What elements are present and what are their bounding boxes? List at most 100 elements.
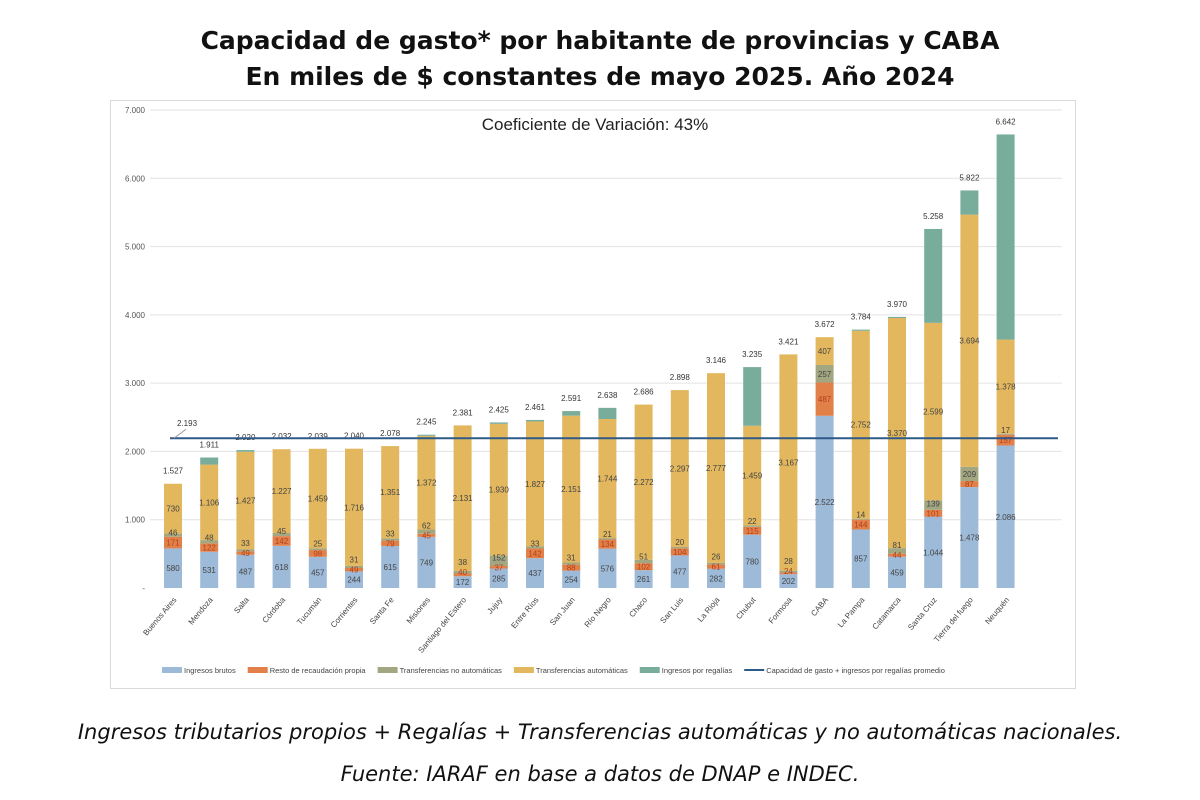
segment-label: 31 [567, 554, 576, 563]
segment-label: 3.694 [959, 337, 980, 346]
segment-label: 88 [567, 564, 576, 573]
bar-segment [562, 411, 581, 416]
total-label: 3.970 [887, 300, 908, 309]
category-label: Catamarca [870, 595, 902, 631]
bar-segment [598, 418, 617, 539]
total-label: 2.039 [308, 432, 329, 441]
bar-segment [996, 134, 1015, 340]
segment-label: 44 [893, 551, 902, 560]
bar-segment [526, 546, 544, 549]
legend-swatch [247, 667, 268, 673]
bar-segment [562, 415, 581, 563]
segment-label: 45 [277, 527, 286, 536]
segment-label: 1.716 [344, 503, 365, 512]
bar-segment [888, 556, 906, 588]
bar-segment [345, 571, 363, 588]
bar-segment [996, 433, 1015, 435]
segment-label: 87 [965, 480, 974, 489]
total-label: 3.672 [815, 320, 836, 329]
category-label: Santa Cruz [906, 596, 939, 632]
segment-label: 101 [927, 509, 941, 518]
bar-segment [670, 548, 689, 556]
bar-segment [308, 556, 327, 588]
bar-segment [888, 316, 906, 318]
bar-segment [489, 423, 508, 556]
segment-label: 3.167 [778, 459, 799, 468]
bar-segment [164, 548, 182, 588]
category-label: Salta [232, 595, 251, 615]
legend-label: Ingresos brutos [184, 666, 236, 675]
bar-segment [924, 509, 943, 517]
cv-annotation: Coeficiente de Variación: 43% [482, 115, 709, 134]
bar-segment [815, 364, 834, 383]
segment-label: 51 [639, 553, 648, 562]
bar-segment [453, 576, 472, 588]
legend-label: Transferencias automáticas [536, 666, 628, 675]
segment-label: 48 [205, 534, 214, 543]
bar-segment [996, 434, 1015, 446]
bar-segment [924, 516, 943, 588]
bar-segment [670, 546, 689, 549]
segment-label: 285 [492, 574, 506, 583]
category-label: Chubut [734, 595, 758, 621]
bar-segment [707, 564, 725, 569]
total-label: 2.686 [634, 388, 655, 397]
segment-label: 1.427 [235, 496, 256, 505]
total-label: 2.461 [525, 403, 546, 412]
bar-segment [453, 425, 472, 571]
segment-label: 2.599 [923, 408, 944, 417]
total-label: 2.638 [597, 391, 618, 400]
segment-label: 28 [784, 557, 793, 566]
bar-segment [236, 554, 255, 588]
segment-label: 531 [203, 566, 217, 575]
bar-segment [417, 434, 436, 436]
legend-label: Capacidad de gasto + ingresos por regalí… [766, 666, 945, 675]
bar-segment [489, 555, 508, 567]
bar-segment [924, 500, 943, 510]
segment-label: 1.930 [489, 486, 510, 495]
footnote: Ingresos tributarios propios + Regalías … [77, 720, 1123, 744]
segment-label: 580 [166, 564, 180, 573]
bar-segment [272, 533, 291, 537]
bar-segment [417, 536, 436, 588]
bar-segment [815, 415, 834, 588]
segment-label: 33 [241, 539, 250, 548]
bar-segment [164, 483, 182, 534]
bar-segment [345, 567, 363, 572]
category-label: Buenos Aires [141, 596, 178, 638]
bar-segment [779, 570, 798, 573]
bar-segment [598, 548, 617, 588]
total-label: 2.381 [453, 408, 474, 417]
category-label: La Rioja [696, 595, 722, 624]
y-tick-label: - [142, 584, 145, 593]
bar-segment [236, 549, 255, 552]
bar-segment [526, 419, 544, 422]
segment-label: 576 [601, 564, 615, 573]
legend-swatch [513, 667, 534, 673]
segment-label: 487 [239, 567, 253, 576]
segment-label: 1.372 [416, 479, 437, 488]
category-label: San Juan [548, 596, 577, 628]
category-label: La Pampa [836, 595, 867, 629]
bar-segment [851, 329, 870, 331]
bar-segment [381, 546, 400, 588]
category-label: Entre Ríos [509, 596, 540, 631]
segment-label: 33 [531, 539, 540, 548]
bar-segment [743, 526, 762, 535]
segment-label: 1.478 [959, 534, 980, 543]
total-label: 6.642 [996, 117, 1017, 126]
category-label: Tierra del fuego [932, 595, 975, 644]
bar-segment [308, 550, 327, 557]
bar-segment [743, 425, 762, 526]
bar-segment [308, 548, 327, 551]
bar-segment [815, 337, 834, 365]
segment-label: 437 [528, 569, 542, 578]
source-note: Fuente: IARAF en base a datos de DNAP e … [340, 762, 860, 786]
total-label: 2.898 [670, 373, 691, 382]
y-tick-label: 1.000 [125, 516, 146, 525]
segment-label: 407 [818, 347, 832, 356]
bar-segment [417, 529, 436, 534]
bar-segment [489, 568, 508, 588]
bar-segment [200, 540, 219, 544]
